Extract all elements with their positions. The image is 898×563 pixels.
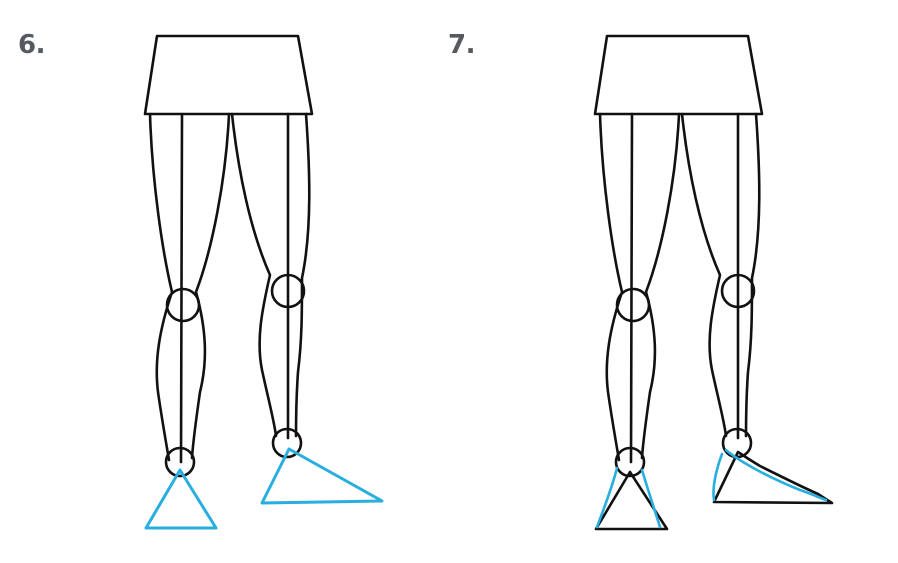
step-7-left-foot-blue-guide-left bbox=[595, 466, 619, 529]
step-7-right-leg-outer-contour bbox=[744, 112, 761, 438]
step-7-left-ankle bbox=[614, 446, 646, 478]
step-6-right-leg-inner-contour bbox=[230, 112, 278, 438]
step-7-right-foot-blue-guide-heel bbox=[712, 452, 724, 502]
step-6-hips bbox=[143, 34, 314, 116]
step-6-right-knee bbox=[270, 273, 306, 309]
step-6-left-foot-triangle bbox=[144, 468, 218, 530]
step-7-hips bbox=[593, 34, 764, 116]
step-6-left-leg-outer-contour bbox=[148, 112, 174, 462]
step-7-left-leg-outer-contour bbox=[598, 112, 624, 462]
step-6-left-leg-inner-contour bbox=[190, 112, 231, 460]
step-6-figure bbox=[143, 34, 314, 478]
step-7-right-foot-blue-guide-top bbox=[724, 448, 828, 502]
step-7-right-foot-outline bbox=[712, 450, 834, 505]
step-7-right-leg-inner-contour bbox=[680, 112, 728, 438]
step-6-left-ankle bbox=[164, 446, 196, 478]
step-7-right-knee bbox=[720, 273, 756, 309]
step-6-right-ankle bbox=[271, 427, 303, 459]
step-7-label: 7. bbox=[448, 30, 475, 60]
step-7-left-foot-outline bbox=[594, 470, 669, 531]
step-6-left-knee bbox=[165, 287, 201, 323]
step-7-left-leg-inner-contour bbox=[640, 112, 681, 460]
step-7-left-foot-blue-guide-right bbox=[640, 468, 662, 529]
step-6-right-foot-triangle bbox=[260, 447, 384, 505]
step-7-left-knee bbox=[615, 287, 651, 323]
step-6-label: 6. bbox=[18, 30, 45, 60]
step-6-right-leg-outer-contour bbox=[294, 112, 311, 438]
step-7-figure bbox=[593, 34, 834, 531]
